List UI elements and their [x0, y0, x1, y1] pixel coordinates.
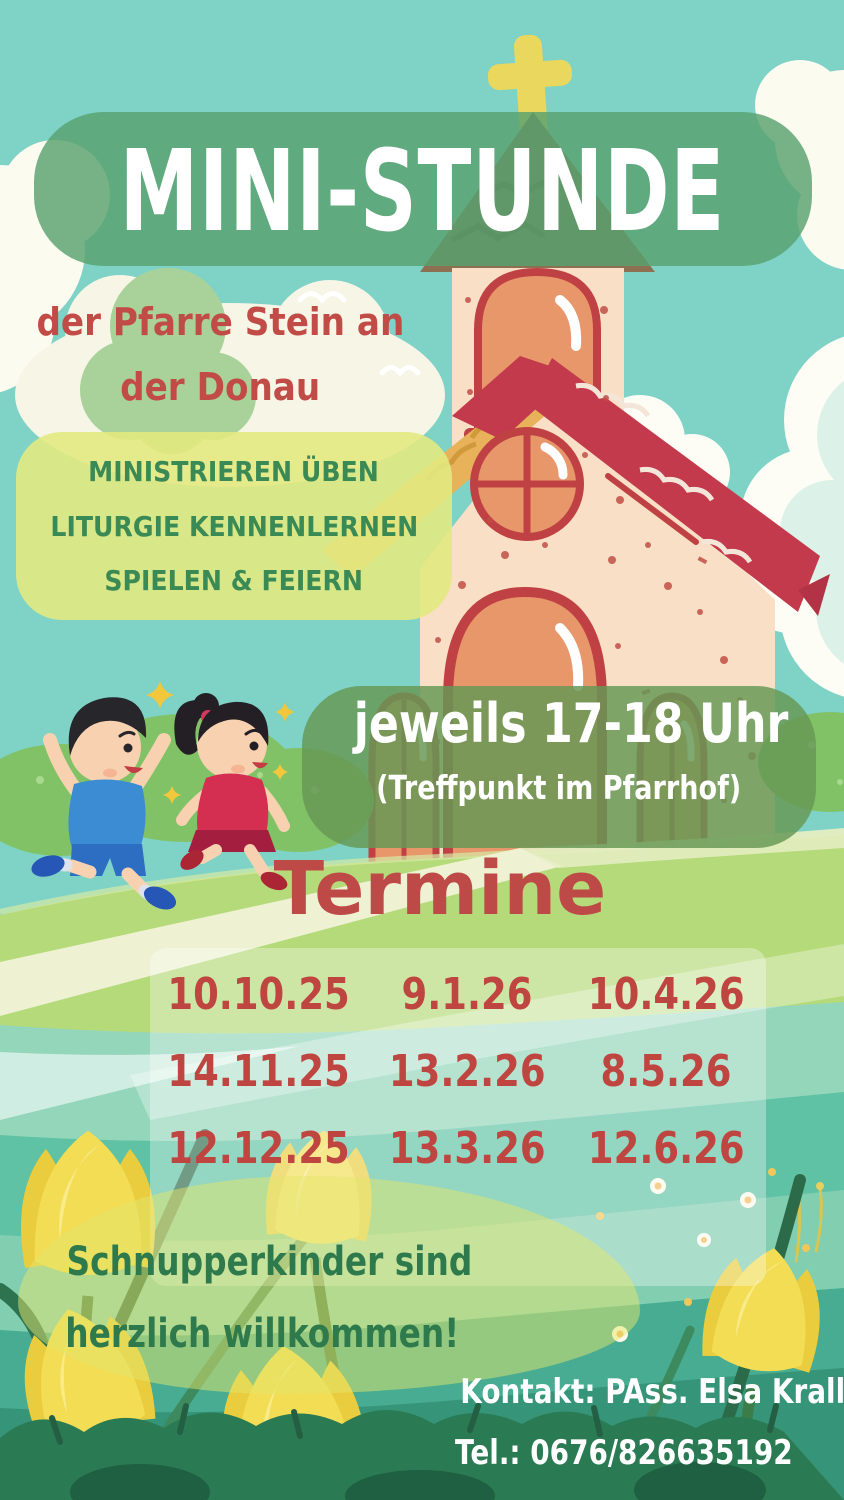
title-banner	[34, 112, 812, 266]
subtitle-line1: der Pfarre Stein an	[36, 300, 404, 344]
children-illustration	[31, 681, 295, 910]
activity-item: SPIELEN & FEIERN	[104, 564, 364, 598]
date-cell: 13.2.26	[388, 1046, 546, 1097]
subtitle-line2: der Donau	[119, 364, 321, 409]
date-cell: 9.1.26	[401, 969, 533, 1020]
dates-heading: Termine	[273, 846, 607, 932]
schedule: jeweils 17-18 Uhr (Treffpunkt im Pfarrho…	[306, 692, 812, 812]
path	[0, 848, 562, 1016]
activities-list: MINISTRIEREN ÜBEN LITURGIE KENNENLERNEN …	[16, 436, 452, 618]
bottom-bushes	[0, 1403, 844, 1500]
subtitle: der Pfarre Stein an der Donau	[8, 290, 432, 419]
contact-phone: Tel.: 0676/826635192	[455, 1432, 793, 1473]
activity-item: MINISTRIEREN ÜBEN	[88, 455, 380, 489]
activity-item: LITURGIE KENNENLERNEN	[50, 509, 418, 543]
dates-grid: 10.10.25 9.1.26 10.4.26 14.11.25 13.2.26…	[150, 956, 766, 1187]
date-cell: 10.4.26	[587, 969, 745, 1020]
date-cell: 12.6.26	[587, 1123, 745, 1174]
contact-name: Kontakt: PAss. Elsa Krall	[460, 1372, 844, 1412]
page-title: MINI-STUNDE	[40, 116, 804, 266]
date-cell: 8.5.26	[600, 1046, 732, 1097]
sparkle-icons	[146, 681, 295, 804]
date-cell: 12.12.25	[167, 1123, 350, 1174]
bird-icons	[297, 291, 421, 377]
light-path-curve	[130, 944, 844, 1120]
date-cell: 10.10.25	[167, 969, 350, 1020]
contact-info: Kontakt: PAss. Elsa Krall Tel.: 0676/826…	[418, 1362, 844, 1483]
time-banner	[302, 686, 816, 848]
welcome-line2: herzlich willkommen!	[65, 1311, 460, 1357]
boy	[31, 697, 177, 910]
girl	[174, 693, 290, 891]
schedule-meeting-point: (Treffpunkt im Pfarrhof)	[376, 767, 742, 807]
date-cell: 14.11.25	[167, 1046, 350, 1097]
welcome-line1: Schnupperkinder sind	[66, 1239, 473, 1285]
date-cell: 13.3.26	[388, 1123, 546, 1174]
activities-box	[16, 432, 452, 620]
schedule-time: jeweils 17-18 Uhr	[353, 692, 789, 755]
welcome-message: Schnupperkinder sind herzlich willkommen…	[22, 1226, 472, 1370]
page-title-text: MINI-STUNDE	[119, 125, 725, 257]
